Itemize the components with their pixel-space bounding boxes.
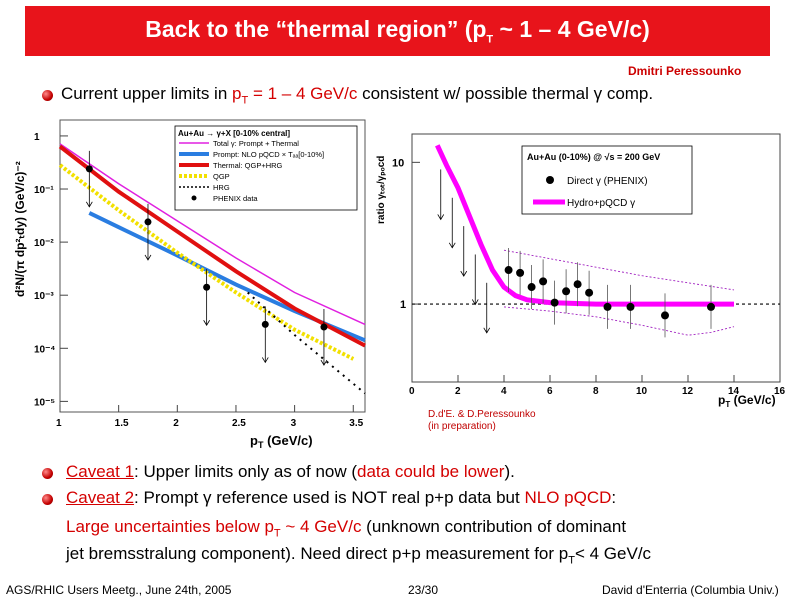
left-curve-thermal <box>58 144 366 348</box>
left-plot-legend: Au+Au → γ+X [0-10% central] Total γ: Pro… <box>174 125 358 211</box>
left-data-point <box>203 283 211 291</box>
right-data-point <box>562 287 571 296</box>
left-data-point <box>320 323 328 331</box>
author-name: Dmitri Peressounko <box>628 64 742 78</box>
left-data-point <box>85 165 93 173</box>
right-data-point <box>516 268 525 277</box>
legend-label: Prompt: NLO pQCD × Tₐₐ[0-10%] <box>213 150 324 159</box>
left-data-point <box>144 218 152 226</box>
right-xtick-label: 8 <box>593 386 599 397</box>
right-ytick-label: 1 <box>400 299 406 311</box>
left-ylabel: d²N/(π dp²ₜdy) (GeV/c)⁻² <box>13 161 27 297</box>
left-xlabel: pT (GeV/c) <box>250 433 313 450</box>
left-ytick-label: 10⁻¹ <box>34 185 54 196</box>
right-data-point <box>573 280 582 289</box>
right-data-point <box>585 288 594 297</box>
left-xtick-label: 2.5 <box>232 418 246 429</box>
right-xtick-label: 6 <box>547 386 553 397</box>
slide-title: Back to the “thermal region” (pT ~ 1 – 4… <box>145 16 650 46</box>
left-xtick-label: 3 <box>291 418 297 429</box>
bullet-icon <box>42 494 53 505</box>
left-xtick-label: 1 <box>56 418 62 429</box>
left-xtick-label: 1.5 <box>115 418 129 429</box>
legend-label: QGP <box>213 172 230 181</box>
left-limit-arrow <box>144 254 152 261</box>
legend-label: HRG <box>213 183 230 192</box>
right-legend-title: Au+Au (0-10%) @ √s = 200 GeV <box>527 152 660 162</box>
left-curve-total <box>59 143 366 326</box>
bullet-1-text: Current upper limits in pT = 1 – 4 GeV/c… <box>61 84 654 107</box>
right-ylabel: ratio γₜₒₜ/γₚₒcd <box>376 156 387 224</box>
right-plot-legend: Au+Au (0-10%) @ √s = 200 GeV Direct γ (P… <box>521 145 693 215</box>
slide-number: 23/30 <box>408 583 439 597</box>
lower-band <box>503 306 735 336</box>
legend-label: Thermal: QGP+HRG <box>213 161 283 170</box>
left-limit-arrow <box>320 359 328 366</box>
right-limit-arrow <box>460 270 468 277</box>
right-legend-dot <box>546 176 554 184</box>
right-xtick-label: 2 <box>455 386 461 397</box>
left-limit-arrow <box>261 357 269 364</box>
caveat-2-line-2: Large uncertainties below pT ~ 4 GeV/c (… <box>66 517 627 540</box>
right-data-point <box>603 302 612 311</box>
right-xtick-label: 14 <box>728 386 740 397</box>
right-legend-hydro: Hydro+pQCD γ <box>567 198 635 209</box>
left-plot-data-points <box>85 150 328 366</box>
caveat-2-line-3: jet bremsstralung component). Need direc… <box>66 544 652 567</box>
left-ytick-label: 10⁻⁵ <box>34 397 55 408</box>
legend-marker <box>191 195 197 201</box>
title-banner: Back to the “thermal region” (pT ~ 1 – 4… <box>25 6 770 56</box>
right-data-point <box>550 298 559 307</box>
caveat-1-text: Caveat 1: Upper limits only as of now (d… <box>66 462 515 481</box>
right-xtick-label: 12 <box>682 386 694 397</box>
bullet-icon <box>42 90 53 101</box>
left-xtick-label: 3.5 <box>349 418 363 429</box>
right-limit-arrow <box>471 299 479 306</box>
left-ytick-label: 10⁻³ <box>34 291 54 302</box>
right-plot-ticks: 0 2 4 6 8 10 12 14 16 10 1 <box>392 157 786 397</box>
legend-label: Total γ: Prompt + Thermal <box>213 139 299 148</box>
left-plot-ticks: 1 1.5 2 2.5 3 3.5 1 10⁻¹ 10⁻² 10⁻³ 10⁻⁴ 10⁻⁵ <box>34 132 364 429</box>
left-xtick-label: 2 <box>173 418 179 429</box>
right-ytick-label: 10 <box>392 157 404 169</box>
right-xtick-label: 0 <box>409 386 415 397</box>
plot-credit: D.d'E. & D.Peressounko (in preparation) <box>428 409 536 432</box>
right-ratio-plot: 0 2 4 6 8 10 12 14 16 10 1 Au+Au (0-10%) @ √s = 20… <box>376 133 786 409</box>
left-legend-title: Au+Au → γ+X [0-10% central] <box>178 129 290 138</box>
right-xlabel: pT (GeV/c) <box>718 393 776 409</box>
right-xtick-label: 10 <box>636 386 648 397</box>
left-limit-arrow <box>85 201 93 208</box>
right-limit-arrow <box>448 242 456 249</box>
left-data-point <box>261 320 269 328</box>
left-ytick-label: 10⁻⁴ <box>34 344 55 355</box>
left-ytick-label: 1 <box>34 132 40 143</box>
right-data-point <box>504 266 513 275</box>
right-data-point <box>527 283 536 292</box>
right-data-point <box>661 311 669 320</box>
right-legend-direct: Direct γ (PHENIX) <box>567 176 648 187</box>
right-data-point <box>707 302 715 311</box>
right-data-point <box>539 277 548 286</box>
footer-left: AGS/RHIC Users Meetg., June 24th, 2005 <box>6 583 232 597</box>
right-xtick-label: 16 <box>774 386 786 397</box>
right-data-point <box>626 302 635 311</box>
left-limit-arrow <box>203 320 210 327</box>
left-ytick-label: 10⁻² <box>34 238 54 249</box>
bullet-icon <box>42 468 53 479</box>
legend-label: PHENIX data <box>213 194 258 203</box>
right-limit-arrow <box>483 327 491 334</box>
footer-right: David d'Enterria (Columbia Univ.) <box>602 583 779 597</box>
caveat-2-text: Caveat 2: Prompt γ reference used is NOT… <box>66 488 617 507</box>
left-spectrum-plot: 1 1.5 2 2.5 3 3.5 1 10⁻¹ 10⁻² 10⁻³ 10⁻⁴ 10⁻⁵ Au+Au … <box>13 119 366 450</box>
upper-band <box>503 249 735 291</box>
right-xtick-label: 4 <box>501 386 507 397</box>
right-plot-data-points <box>437 169 715 338</box>
right-limit-arrow <box>437 214 445 221</box>
